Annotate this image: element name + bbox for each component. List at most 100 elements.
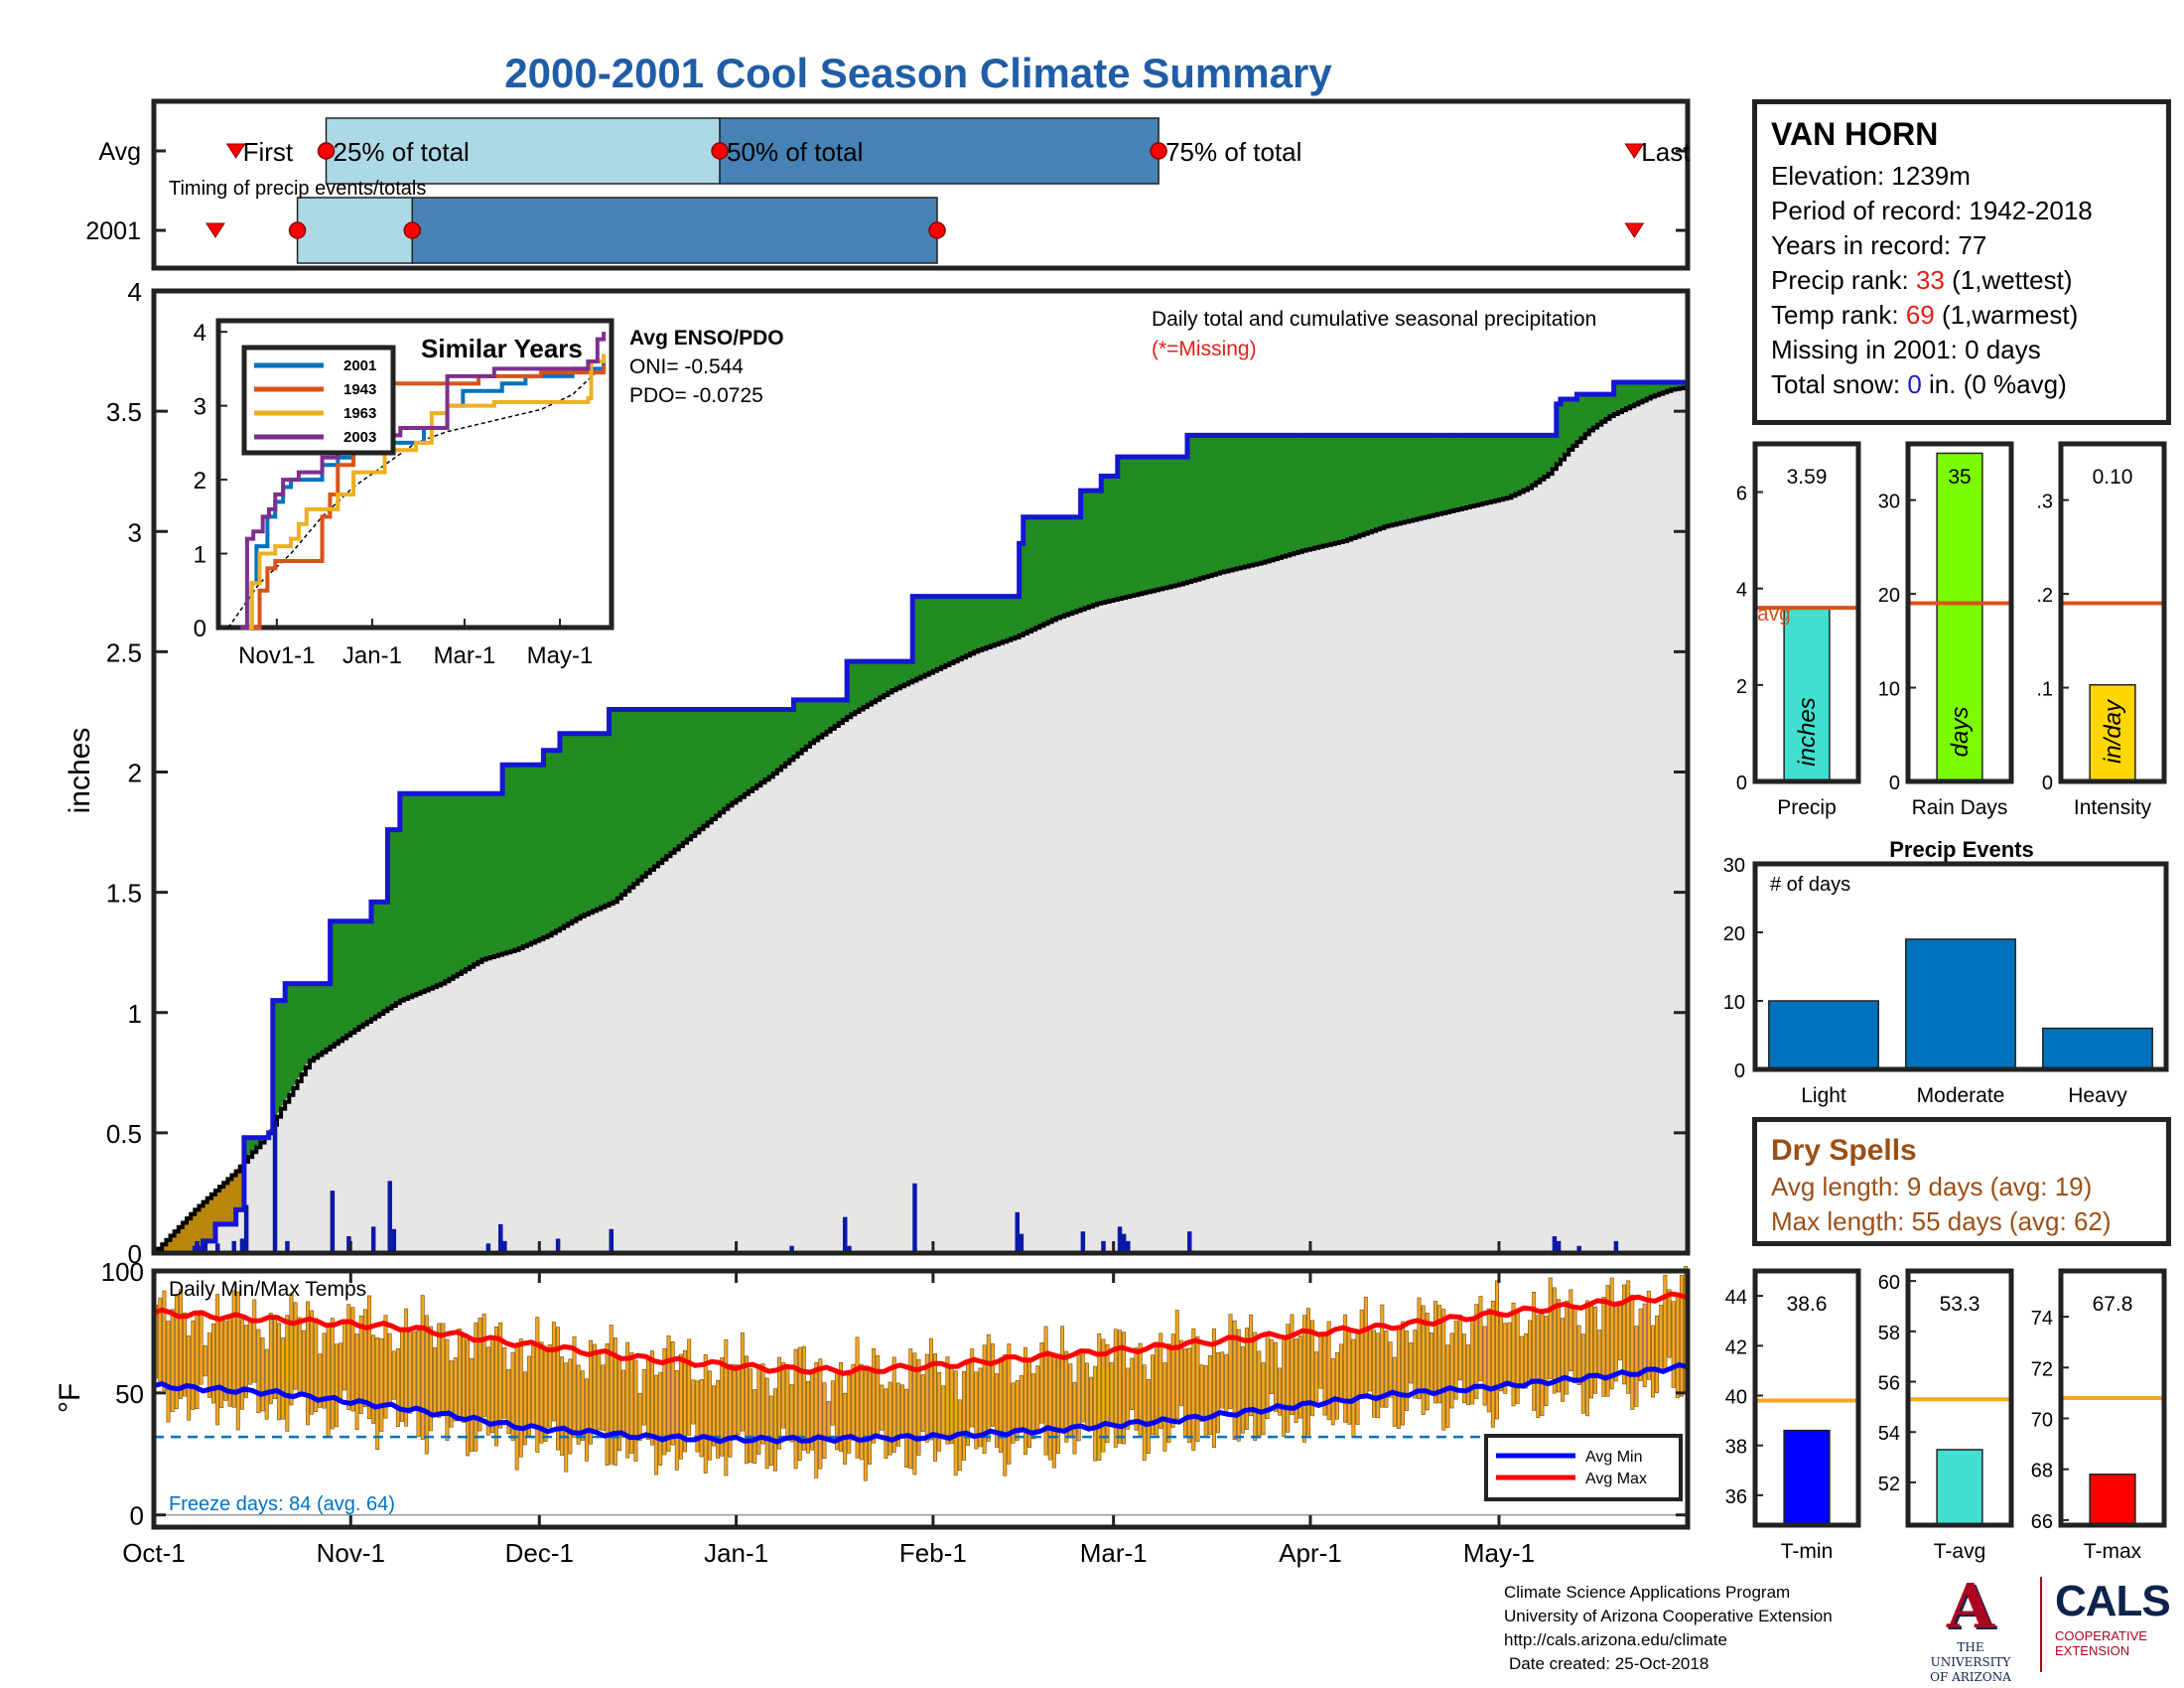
precip-summary-bars: 3.59 0 2 4 6 Precip inches 35 0 10 20 30 Rain Days da… <box>1736 441 2167 819</box>
surplus-fill <box>449 793 455 978</box>
daily-temp-bar <box>1199 1364 1204 1422</box>
temps-title: Daily Min/Max Temps <box>169 1278 366 1301</box>
surplus-fill <box>1314 435 1319 548</box>
daily-temp-bar <box>1589 1306 1593 1399</box>
daily-temp-bar <box>1203 1365 1208 1438</box>
university-logo[interactable]: A THE UNIVERSITY OF ARIZONA <box>1916 1575 2025 1685</box>
surplus-fill <box>1182 457 1188 583</box>
daily-temp-bar <box>310 1310 315 1415</box>
surplus-fill <box>281 1000 286 1106</box>
surplus-fill <box>998 596 1004 642</box>
y-tick-label: 3.5 <box>106 397 142 427</box>
daily-temp-bar <box>1166 1343 1171 1443</box>
daily-temp-bar <box>1536 1315 1541 1419</box>
surplus-fill <box>814 699 819 740</box>
temp-summary-1-tick-label: 56 <box>1878 1373 1900 1395</box>
surplus-fill <box>580 733 586 915</box>
surplus-fill <box>625 709 630 890</box>
surplus-fill <box>1269 435 1275 560</box>
surplus-fill <box>826 699 832 731</box>
daily-temp-bar <box>1257 1350 1262 1439</box>
surplus-fill <box>424 793 430 990</box>
daily-temp-bar <box>605 1342 610 1466</box>
daily-temp-bar <box>1146 1378 1151 1455</box>
surplus-fill <box>880 661 885 697</box>
daily-temp-bar <box>485 1346 490 1436</box>
daily-temp-bar <box>514 1344 519 1471</box>
daily-temp-bar <box>1380 1304 1385 1408</box>
inset-y-tick-label: 4 <box>194 320 206 347</box>
surplus-fill <box>711 709 717 818</box>
surplus-fill <box>481 793 487 959</box>
surplus-fill <box>535 765 540 940</box>
similar-years-inset: 0 1 2 3 4 Nov1-1 Jan-1 Mar-1 May-1 2001 1943 1963 20… <box>194 318 614 669</box>
daily-temp-bar <box>1557 1299 1561 1393</box>
daily-temp-bar <box>1084 1362 1089 1429</box>
daily-temp-bar <box>1396 1326 1401 1429</box>
daily-temp-bar <box>1503 1323 1508 1394</box>
surplus-fill <box>863 661 869 706</box>
daily-temp-bar <box>1457 1314 1462 1381</box>
daily-temp-bar <box>666 1335 671 1453</box>
oni-value: ONI= -0.544 <box>629 355 744 378</box>
daily-temp-bar <box>1532 1291 1537 1411</box>
daily-temp-bar <box>264 1348 269 1420</box>
surplus-fill <box>1371 435 1377 531</box>
daily-temp-bar <box>670 1341 675 1446</box>
surplus-fill <box>965 596 971 655</box>
timing-first-last-marker <box>1624 222 1645 238</box>
surplus-fill <box>1646 382 1652 398</box>
surplus-fill <box>465 793 471 968</box>
precip-summary-1-bar <box>1936 452 1983 782</box>
credits-line-3: http://cals.arizona.edu/climate <box>1504 1630 1727 1649</box>
surplus-fill <box>531 765 536 942</box>
daily-precip-bar <box>1121 1233 1127 1253</box>
surplus-fill <box>682 709 688 842</box>
surplus-fill <box>1605 394 1611 418</box>
surplus-fill <box>1609 394 1615 416</box>
surplus-fill <box>982 596 988 648</box>
surplus-fill <box>568 733 573 922</box>
daily-temp-bar <box>745 1355 749 1465</box>
daily-temp-bar <box>629 1351 634 1454</box>
cals-logo[interactable]: CALS COOPERATIVE EXTENSION <box>2055 1575 2172 1658</box>
station-elevation: Elevation: 1239m <box>1771 161 1971 191</box>
daily-precip-bar <box>1556 1240 1562 1253</box>
temp-summary-0-tick-label: 42 <box>1725 1336 1747 1358</box>
daily-precip-bar <box>387 1181 392 1253</box>
y-tick-label: 0.5 <box>106 1119 142 1149</box>
surplus-fill <box>502 765 507 953</box>
daily-temp-bar <box>318 1353 323 1408</box>
timing-bar-q1 <box>296 197 414 264</box>
surplus-fill <box>1093 491 1098 605</box>
daily-temp-bar <box>506 1368 511 1434</box>
timing-first-last-marker <box>225 143 246 159</box>
daily-temp-bar <box>494 1326 498 1447</box>
daily-temp-bar <box>1060 1326 1065 1431</box>
surplus-fill <box>1039 516 1045 626</box>
daily-temp-bar <box>982 1344 987 1455</box>
daily-temp-bar <box>1007 1343 1012 1465</box>
daily-temp-bar <box>851 1363 856 1441</box>
daily-temp-bar <box>1486 1308 1491 1413</box>
surplus-fill <box>248 1137 253 1155</box>
daily-temp-bar <box>1634 1326 1639 1407</box>
surplus-fill <box>1072 516 1078 612</box>
surplus-fill <box>1228 435 1234 571</box>
surplus-fill <box>334 920 340 1043</box>
daily-temp-bar <box>613 1337 617 1466</box>
dry-spells-title: Dry Spells <box>1771 1134 1917 1167</box>
surplus-fill <box>691 709 696 835</box>
daily-temp-bar <box>806 1380 810 1454</box>
surplus-fill <box>703 709 709 825</box>
surplus-fill <box>1347 435 1352 539</box>
daily-temp-bar <box>1310 1320 1315 1417</box>
surplus-fill <box>510 765 516 951</box>
precip-summary-1-x-label: Rain Days <box>1912 796 2008 819</box>
deficit-fill <box>206 1196 212 1241</box>
surplus-fill <box>522 765 528 946</box>
daily-temp-bar <box>1301 1315 1306 1443</box>
daily-temp-bar <box>339 1342 343 1404</box>
inset-y-tick-label: 1 <box>194 542 206 569</box>
daily-temp-bar <box>522 1371 527 1446</box>
